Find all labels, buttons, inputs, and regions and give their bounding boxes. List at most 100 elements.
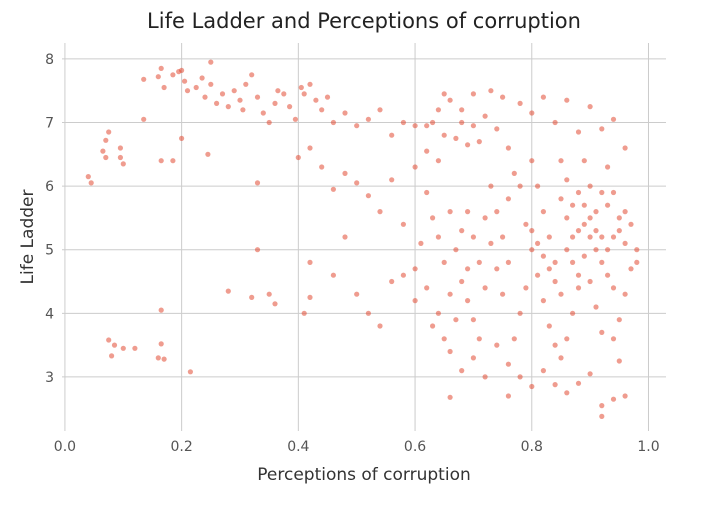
data-point (575, 272, 582, 278)
data-point (389, 132, 395, 138)
data-point (616, 317, 622, 323)
data-point (540, 298, 547, 304)
y-tick-label: 6 (45, 179, 54, 195)
data-point (377, 107, 383, 113)
data-point (202, 94, 208, 100)
data-point (535, 183, 541, 189)
data-point (552, 259, 558, 265)
data-point (616, 215, 622, 221)
data-point (254, 247, 261, 253)
data-point (476, 259, 482, 265)
data-point (511, 336, 517, 342)
data-point (412, 123, 418, 129)
data-point (587, 104, 593, 110)
data-point (117, 145, 123, 151)
data-point (141, 76, 147, 82)
data-point (281, 91, 287, 97)
data-point (470, 355, 476, 361)
data-point (488, 88, 494, 94)
data-point (605, 247, 611, 253)
data-point (558, 291, 564, 297)
data-point (529, 228, 535, 234)
data-point (447, 209, 453, 215)
data-point (435, 234, 441, 240)
data-point (529, 247, 535, 253)
data-point (587, 278, 593, 285)
data-point (272, 100, 278, 106)
data-point (500, 94, 506, 100)
data-point (313, 97, 319, 103)
data-point (570, 259, 576, 265)
data-point (447, 97, 453, 103)
data-point (400, 221, 406, 227)
data-point (599, 126, 605, 132)
data-point (494, 266, 500, 272)
data-point (482, 215, 488, 221)
data-point (488, 240, 494, 246)
x-tick-label: 0.2 (171, 439, 193, 455)
data-point (447, 291, 453, 297)
data-point (389, 177, 395, 183)
data-point (540, 368, 547, 374)
data-point (593, 209, 599, 215)
data-point (158, 307, 164, 313)
y-tick-label: 3 (45, 370, 54, 386)
data-point (564, 336, 570, 342)
data-point (558, 355, 564, 361)
data-point (170, 158, 176, 164)
data-point (465, 266, 471, 272)
data-points (85, 59, 640, 419)
y-tick-label: 7 (45, 116, 54, 132)
data-point (500, 291, 506, 297)
data-point (120, 161, 126, 167)
data-point (237, 97, 243, 103)
data-point (275, 88, 281, 94)
data-point (424, 285, 430, 291)
data-point (295, 154, 301, 161)
data-point (231, 88, 237, 94)
data-point (193, 84, 199, 91)
data-point (254, 180, 261, 186)
data-point (470, 91, 476, 97)
data-point (330, 186, 336, 192)
data-point (179, 135, 185, 141)
data-point (470, 234, 476, 240)
data-point (529, 110, 535, 116)
data-point (570, 310, 576, 316)
data-point (575, 228, 582, 234)
data-point (599, 234, 605, 240)
data-point (424, 148, 430, 154)
data-point (575, 285, 582, 291)
data-point (266, 291, 272, 297)
x-tick-label: 0.4 (287, 439, 309, 455)
data-point (494, 342, 500, 348)
x-tick-label: 0.0 (54, 439, 76, 455)
data-point (564, 247, 570, 253)
data-point (254, 94, 261, 100)
data-point (459, 228, 465, 234)
data-point (453, 135, 459, 141)
data-point (400, 119, 406, 126)
data-point (581, 202, 587, 208)
data-point (564, 97, 570, 103)
data-point (158, 158, 164, 164)
data-point (581, 253, 587, 259)
data-point (272, 301, 278, 307)
data-point (205, 151, 211, 157)
data-point (435, 107, 441, 113)
data-point (225, 288, 231, 294)
data-point (622, 240, 628, 246)
data-point (570, 202, 576, 208)
data-point (552, 119, 558, 126)
data-point (552, 278, 558, 285)
data-point (552, 342, 558, 348)
data-point (111, 342, 118, 348)
data-point (447, 394, 453, 400)
data-point (505, 196, 511, 202)
data-point (505, 393, 511, 399)
data-point (581, 158, 587, 164)
data-point (634, 259, 640, 265)
data-point (184, 88, 191, 94)
data-point (132, 345, 138, 351)
data-point (628, 221, 634, 227)
